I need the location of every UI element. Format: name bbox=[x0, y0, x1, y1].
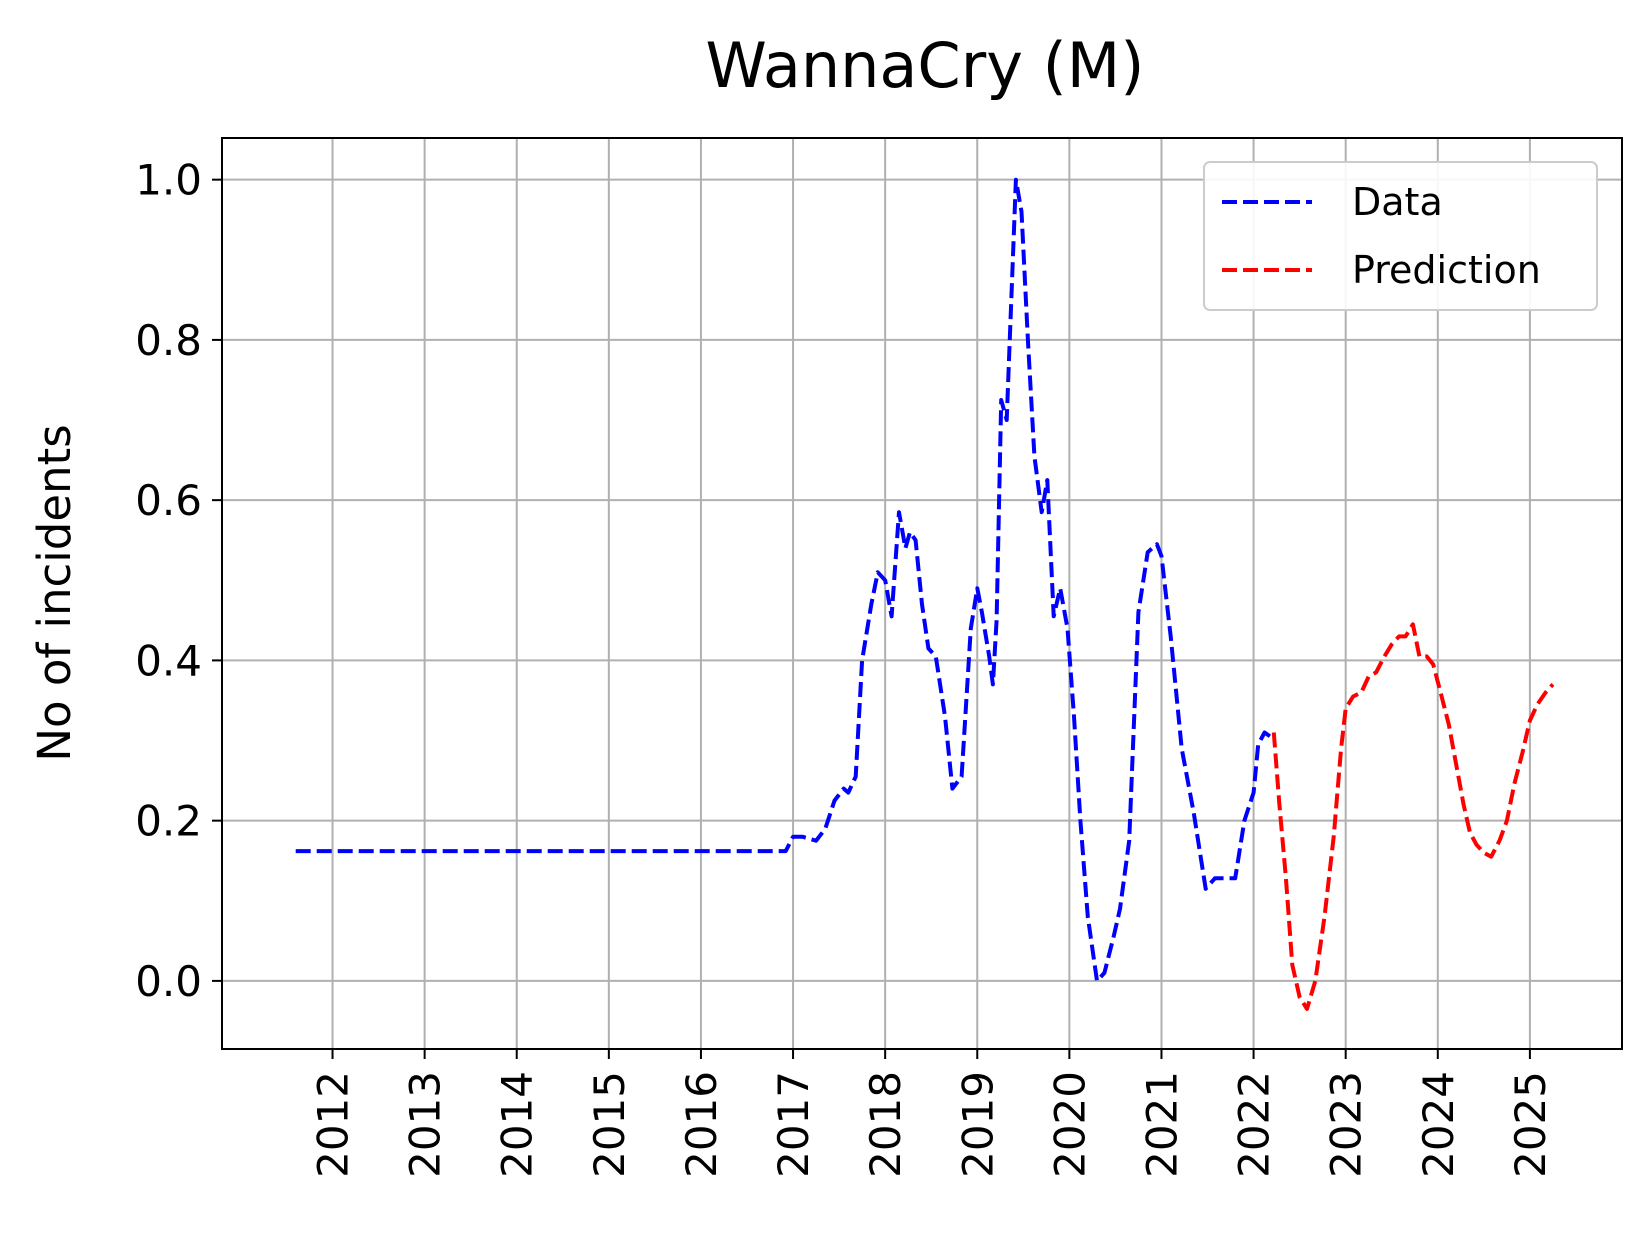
series-line-data bbox=[295, 177, 1272, 983]
x-tick-label: 2015 bbox=[585, 1071, 634, 1178]
x-tick-label: 2021 bbox=[1137, 1071, 1186, 1178]
series-line-prediction bbox=[1271, 622, 1555, 1011]
y-tick-label: 1.0 bbox=[135, 156, 202, 205]
plot-frame bbox=[221, 137, 1623, 1050]
x-tick-label: 2024 bbox=[1414, 1071, 1463, 1178]
y-tick-label: 0.0 bbox=[135, 957, 202, 1006]
ticks: 2012 2013 2014 2015 2016 2017 2018 2019 2020 2021… bbox=[135, 156, 1555, 1178]
x-tick-label: 2025 bbox=[1506, 1071, 1555, 1178]
y-tick-label: 0.4 bbox=[135, 636, 202, 685]
legend-box bbox=[1203, 161, 1598, 311]
x-tick-label: 2023 bbox=[1322, 1071, 1371, 1178]
x-tick-label: 2014 bbox=[493, 1071, 542, 1178]
x-tick-label: 2018 bbox=[861, 1071, 910, 1178]
y-tick-label: 0.8 bbox=[135, 316, 202, 365]
chart-title: WannaCry (M) bbox=[706, 29, 1145, 102]
x-tick-label: 2019 bbox=[953, 1071, 1002, 1178]
x-tick-label: 2022 bbox=[1230, 1071, 1279, 1178]
legend-label-data: Data bbox=[1352, 180, 1443, 224]
x-tick-label: 2012 bbox=[309, 1071, 358, 1178]
x-tick-label: 2016 bbox=[677, 1071, 726, 1178]
legend: Data Prediction bbox=[1203, 161, 1598, 311]
x-tick-label: 2017 bbox=[769, 1071, 818, 1178]
x-tick-label: 2020 bbox=[1045, 1071, 1094, 1178]
legend-label-prediction: Prediction bbox=[1352, 248, 1541, 292]
y-axis-label: No of incidents bbox=[28, 424, 81, 761]
y-tick-label: 0.2 bbox=[135, 797, 202, 846]
x-tick-label: 2013 bbox=[401, 1071, 450, 1178]
series-layer bbox=[295, 177, 1555, 1011]
y-tick-label: 0.6 bbox=[135, 476, 202, 525]
